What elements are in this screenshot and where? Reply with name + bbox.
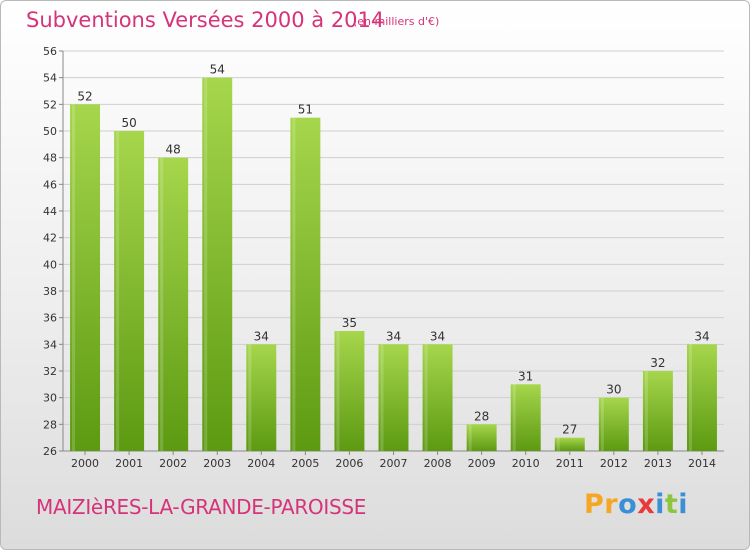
- y-tick-label: 40: [43, 258, 57, 271]
- bar-highlight: [160, 157, 164, 451]
- bar-2010: [510, 384, 541, 451]
- x-tick-label-2006: 2006: [335, 457, 363, 470]
- bar-highlight: [248, 344, 252, 451]
- bar-2002: [158, 157, 189, 451]
- logo-letter: P: [584, 489, 605, 520]
- x-tick-label-2003: 2003: [203, 457, 231, 470]
- y-tick-label: 38: [43, 285, 57, 298]
- logo-letter: i: [655, 489, 665, 520]
- bar-2006: [334, 331, 365, 451]
- bar-2011: [554, 437, 585, 451]
- bar-2000: [70, 104, 101, 451]
- y-tick-label: 34: [43, 338, 57, 351]
- chart-title: Subventions Versées 2000 à 2014: [26, 8, 385, 32]
- x-tick-label-2007: 2007: [380, 457, 408, 470]
- x-tick-label-2012: 2012: [600, 457, 628, 470]
- x-tick-label-2014: 2014: [688, 457, 716, 470]
- data-label-2014: 34: [694, 329, 709, 343]
- logo-letter: o: [618, 489, 638, 520]
- x-tick-label-2000: 2000: [71, 457, 99, 470]
- y-tick-label: 50: [43, 125, 57, 138]
- y-tick-label: 44: [43, 205, 57, 218]
- bar-highlight: [512, 384, 516, 451]
- bar-2005: [290, 117, 321, 452]
- bar-highlight: [292, 117, 296, 452]
- data-label-2011: 27: [562, 423, 577, 437]
- data-label-2008: 34: [430, 329, 445, 343]
- y-tick-label: 26: [43, 445, 57, 458]
- bar-highlight: [424, 344, 428, 451]
- data-label-2003: 54: [210, 63, 225, 77]
- y-tick-label: 30: [43, 392, 57, 405]
- y-tick-label: 32: [43, 365, 57, 378]
- data-label-2005: 51: [298, 103, 313, 117]
- bar-highlight: [380, 344, 384, 451]
- x-tick-label-2011: 2011: [556, 457, 584, 470]
- bar-2008: [422, 344, 453, 451]
- bar-highlight: [336, 331, 340, 451]
- bar-highlight: [72, 104, 76, 451]
- bar-2009: [466, 424, 497, 451]
- y-tick-label: 52: [43, 98, 57, 111]
- x-tick-label-2002: 2002: [159, 457, 187, 470]
- data-label-2013: 32: [650, 356, 665, 370]
- x-tick-label-2004: 2004: [247, 457, 275, 470]
- logo-letter: t: [664, 489, 679, 520]
- y-tick-label: 48: [43, 152, 57, 165]
- y-tick-label: 46: [43, 178, 57, 191]
- bar-2012: [598, 397, 629, 451]
- bar-highlight: [556, 437, 560, 451]
- data-label-2001: 50: [121, 116, 136, 130]
- x-tick-label-2009: 2009: [468, 457, 496, 470]
- data-label-2004: 34: [254, 329, 269, 343]
- x-tick-label-2008: 2008: [424, 457, 452, 470]
- bars: [70, 77, 717, 452]
- bar-2007: [378, 344, 409, 451]
- data-label-2002: 48: [166, 143, 181, 157]
- commune-name: MAIZIèRES-LA-GRANDE-PAROISSE: [36, 495, 367, 519]
- bar-highlight: [600, 397, 604, 451]
- data-label-2000: 52: [77, 89, 92, 103]
- x-tick-label-2001: 2001: [115, 457, 143, 470]
- bar-highlight: [204, 77, 208, 452]
- y-tick-label: 42: [43, 232, 57, 245]
- y-tick-label: 36: [43, 312, 57, 325]
- data-label-2010: 31: [518, 369, 533, 383]
- data-label-2006: 35: [342, 316, 357, 330]
- bar-highlight: [116, 131, 120, 451]
- data-label-2009: 28: [474, 409, 489, 423]
- proxiti-logo[interactable]: Proxiti: [584, 489, 688, 520]
- labels: 26 28 30 32 34 36 38 40 42 44 46 48 50 52 54 56 52 2000 50…: [43, 45, 716, 470]
- bar-2001: [114, 131, 145, 451]
- x-tick-label-2005: 2005: [291, 457, 319, 470]
- y-tick-label: 54: [43, 72, 57, 85]
- bar-highlight: [688, 344, 692, 451]
- data-label-2012: 30: [606, 383, 621, 397]
- chart-unit: (en milliers d'€): [353, 15, 440, 28]
- bar-2003: [202, 77, 233, 452]
- data-label-2007: 34: [386, 329, 401, 343]
- x-tick-label-2010: 2010: [512, 457, 540, 470]
- x-tick-label-2013: 2013: [644, 457, 672, 470]
- bar-highlight: [468, 424, 472, 451]
- y-tick-label: 28: [43, 418, 57, 431]
- bar-2004: [246, 344, 277, 451]
- bar-highlight: [644, 371, 648, 451]
- logo-letter: i: [678, 489, 689, 520]
- bar-2014: [686, 344, 717, 451]
- bar-2013: [642, 371, 673, 451]
- logo-letter: x: [637, 489, 656, 520]
- logo-letter: r: [604, 489, 619, 520]
- y-tick-label: 56: [43, 45, 57, 58]
